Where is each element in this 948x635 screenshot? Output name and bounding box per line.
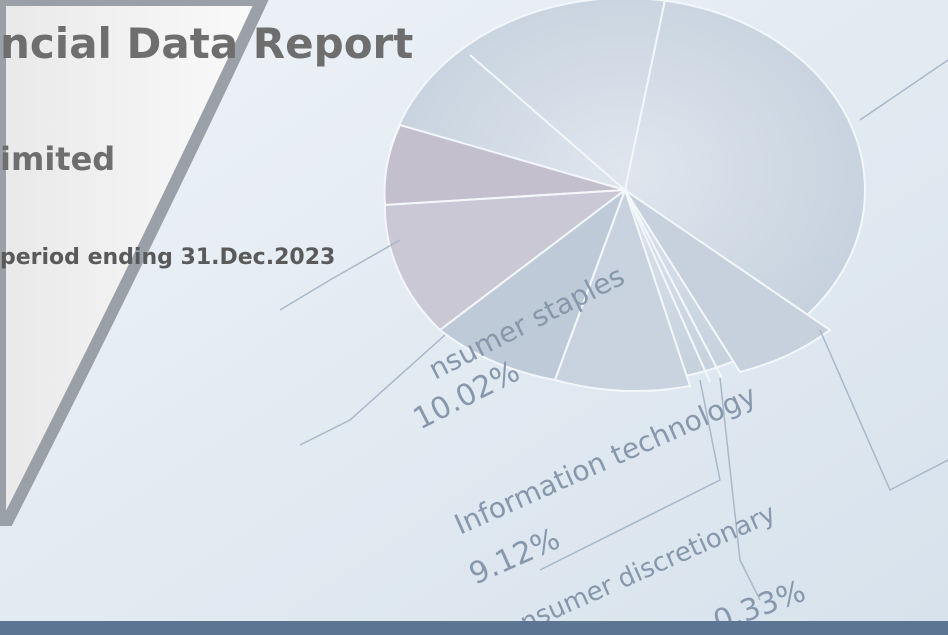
cover: nsumer staples 10.02% Information techno… [0, 0, 948, 635]
company: imited [0, 140, 115, 178]
period: period ending 31.Dec.2023 [0, 245, 335, 270]
footer-band [0, 621, 948, 635]
title: ncial Data Report [0, 19, 413, 68]
pie-illustration [385, 0, 865, 391]
page: nsumer staples 10.02% Information techno… [0, 0, 948, 635]
